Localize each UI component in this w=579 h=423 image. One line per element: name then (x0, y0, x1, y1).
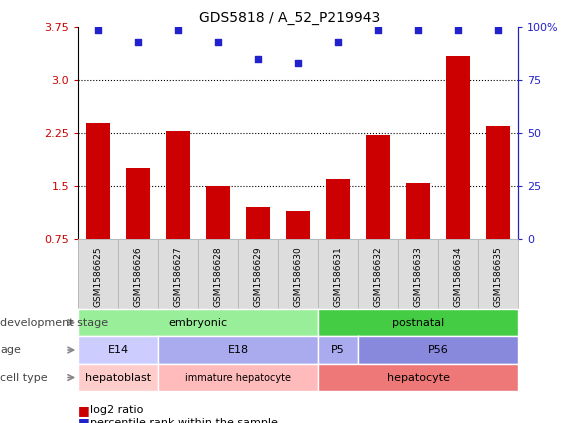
Text: GSM1586631: GSM1586631 (334, 246, 343, 307)
Point (214, 39, 223, 46)
Text: immature hepatocyte: immature hepatocyte (185, 373, 291, 382)
Point (493, 26, 503, 33)
Bar (286, 211, 310, 292)
Text: hepatoblast: hepatoblast (85, 373, 151, 382)
Text: GSM1586627: GSM1586627 (174, 246, 182, 307)
Point (254, 56, 263, 63)
Text: development stage: development stage (0, 318, 108, 327)
Text: ■: ■ (78, 404, 90, 417)
Point (413, 26, 423, 33)
Bar (446, 56, 470, 292)
Text: age: age (0, 345, 21, 355)
Point (334, 39, 343, 46)
Point (373, 26, 383, 33)
Text: GSM1586633: GSM1586633 (414, 246, 423, 307)
Text: E14: E14 (108, 345, 129, 355)
Bar (246, 207, 270, 292)
Text: GSM1586629: GSM1586629 (254, 246, 263, 307)
Point (94, 26, 103, 33)
Text: E18: E18 (228, 345, 249, 355)
Point (453, 26, 463, 33)
Text: percentile rank within the sample: percentile rank within the sample (90, 418, 277, 423)
Point (294, 60, 303, 67)
Bar (206, 186, 230, 292)
Text: GSM1586630: GSM1586630 (294, 246, 303, 307)
Text: postnatal: postnatal (392, 318, 444, 327)
Text: P5: P5 (331, 345, 345, 355)
Text: P56: P56 (428, 345, 449, 355)
Text: GSM1586632: GSM1586632 (373, 246, 383, 307)
Bar (486, 126, 510, 292)
Text: GDS5818 / A_52_P219943: GDS5818 / A_52_P219943 (199, 11, 380, 25)
Text: hepatocyte: hepatocyte (387, 373, 450, 382)
Bar (166, 131, 190, 292)
Text: GSM1586635: GSM1586635 (494, 246, 503, 307)
Text: GSM1586625: GSM1586625 (94, 246, 102, 307)
Bar (86, 123, 110, 292)
Text: cell type: cell type (0, 373, 47, 382)
Text: GSM1586634: GSM1586634 (454, 246, 463, 307)
Text: embryonic: embryonic (168, 318, 228, 327)
Point (174, 26, 183, 33)
Point (134, 39, 143, 46)
Bar (366, 135, 390, 292)
Text: GSM1586626: GSM1586626 (134, 246, 142, 307)
Text: GSM1586628: GSM1586628 (214, 246, 223, 307)
Text: ■: ■ (78, 417, 90, 423)
Bar (126, 168, 150, 292)
Bar (406, 183, 430, 292)
Bar (326, 179, 350, 292)
Text: log2 ratio: log2 ratio (90, 405, 143, 415)
